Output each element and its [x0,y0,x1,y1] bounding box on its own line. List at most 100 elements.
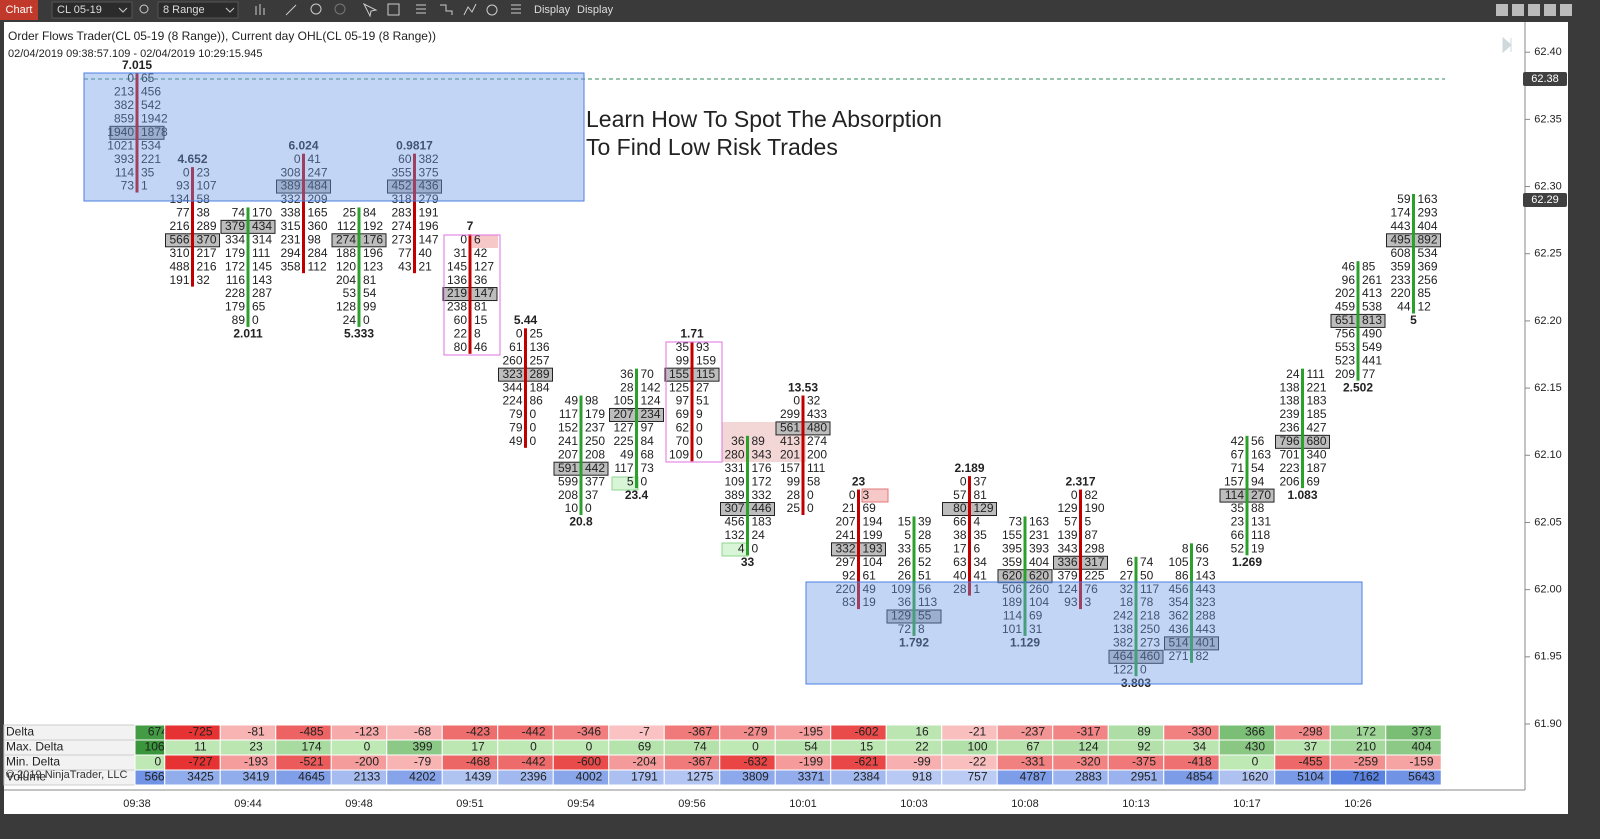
bid-volume: 157 [1224,474,1244,488]
table-value: -455 [1298,755,1322,769]
bid-volume: 117 [559,407,578,421]
table-cell [1218,754,1276,771]
bid-volume: 117 [614,461,633,475]
bid-volume: 134 [169,192,189,206]
ask-volume: 15 [474,313,488,327]
x-tick-label: 10:03 [900,798,928,810]
table-cell [774,739,832,756]
bid-volume: 17 [953,542,967,556]
ask-volume: 8 [474,327,481,341]
highlight-rectangle[interactable] [83,72,585,202]
ask-volume: 434 [252,219,272,233]
ask-volume: 4 [974,515,981,529]
bid-volume: 109 [724,474,744,488]
ask-volume: 0 [807,488,814,502]
table-value: 0 [1252,755,1259,769]
table-value: 15 [860,740,874,754]
ask-volume: 343 [752,447,772,461]
ask-volume: 111 [807,461,826,475]
y-tick-label: 62.40 [1534,46,1562,58]
bid-volume: 274 [391,219,411,233]
table-cell [1385,769,1442,786]
ask-volume: 143 [1196,568,1216,582]
table-value: 22 [915,740,929,754]
ask-volume: 442 [585,461,605,475]
bid-volume: 413 [780,434,800,448]
ask-volume: 193 [863,542,883,556]
bid-volume: 228 [225,286,245,300]
pattern-box[interactable] [665,341,723,463]
table-value: -279 [743,725,767,739]
pattern-box[interactable] [443,234,501,356]
table-value: -193 [244,755,268,769]
ask-volume: 97 [641,421,655,435]
bar-ratio: 13.53 [788,380,818,394]
bid-volume: 28 [953,582,967,596]
bid-volume: 114 [1225,488,1244,502]
ask-volume: 82 [1085,488,1099,502]
bid-volume: 72 [898,622,912,636]
table-value: 0 [155,755,162,769]
ask-volume: 69 [1307,474,1321,488]
bid-volume: 336 [1057,555,1077,569]
table-value: 4854 [1186,770,1213,784]
bar-ratio: 5.333 [344,327,374,341]
bid-volume: 136 [447,273,467,287]
bid-volume: 456 [724,515,744,529]
display-button[interactable]: Display [534,4,571,16]
ask-volume: 58 [197,192,211,206]
ask-volume: 257 [530,353,550,367]
table-value: 430 [1245,740,1265,754]
ask-volume: 129 [974,501,994,515]
ask-volume: 25 [530,327,544,341]
instrument-select[interactable] [51,1,133,19]
search-icon[interactable] [139,4,149,14]
ask-volume: 216 [197,259,217,273]
display-button[interactable]: Display [577,4,614,16]
table-value: -237 [1021,725,1045,739]
window-buttons[interactable] [1496,4,1572,16]
ask-volume: 179 [585,407,605,421]
ask-volume: 199 [863,528,883,542]
ask-volume: 170 [252,206,272,220]
bid-volume: 308 [280,165,300,179]
ask-volume: 61 [863,568,877,582]
ask-volume: 446 [752,501,772,515]
bid-volume: 80 [454,340,468,354]
ask-volume: 192 [363,219,383,233]
bid-volume: 114 [1003,609,1022,623]
ask-volume: 620 [1029,568,1049,582]
chart-tab[interactable] [0,0,38,20]
ask-volume: 191 [419,206,439,220]
bid-volume: 315 [280,219,300,233]
ask-volume: 81 [974,488,988,502]
bid-volume: 452 [391,179,411,193]
bid-volume: 112 [337,219,356,233]
tool-icons[interactable] [255,2,521,18]
bid-volume: 236 [1279,421,1299,435]
period-select[interactable] [157,1,239,19]
bid-volume: 561 [780,421,800,435]
table-value: 4787 [1020,770,1047,784]
bid-volume: 179 [225,246,245,260]
date-range: 02/04/2019 09:38:57.109 - 02/04/2019 10:… [8,48,262,60]
table-value: -123 [355,725,379,739]
ask-volume: 340 [1307,447,1327,461]
table-value: 1791 [631,770,658,784]
bid-volume: 59 [1397,192,1411,206]
table-value: 67 [1026,740,1040,754]
bar-ratio: 7.015 [122,58,152,72]
ask-volume: 0 [585,501,592,515]
bar-range [690,341,694,462]
table-value: 2396 [520,770,547,784]
bid-volume: 66 [1231,528,1245,542]
bid-volume: 5 [904,528,911,542]
ask-volume: 370 [197,232,217,246]
highlight-rectangle[interactable] [805,581,1363,685]
x-tick-label: 10:26 [1344,798,1372,810]
ask-volume: 187 [1307,461,1327,475]
panel-toggle[interactable] [1502,36,1512,54]
ask-volume: 534 [1418,246,1438,260]
table-value: 23 [249,740,263,754]
bid-volume: 15 [898,515,912,529]
